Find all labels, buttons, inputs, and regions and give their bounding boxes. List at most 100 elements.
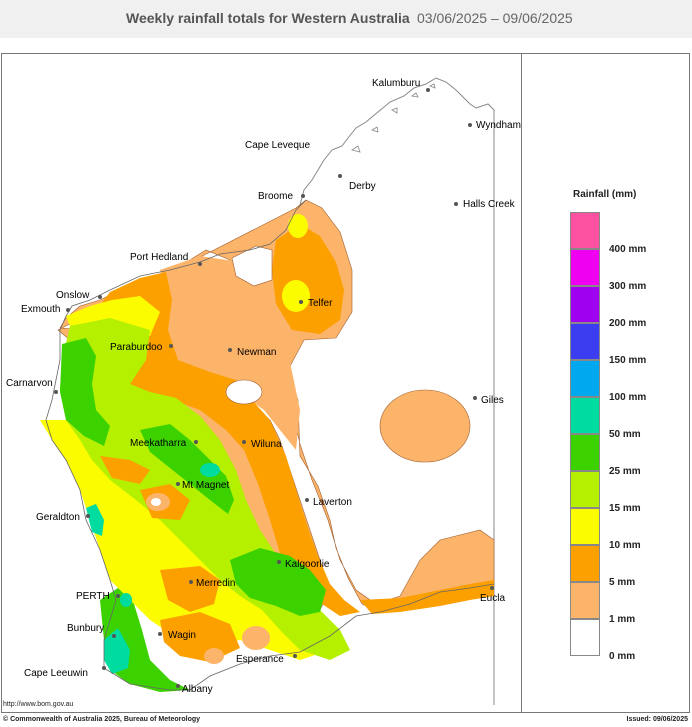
rain-50mm-mtmagnet xyxy=(200,463,220,477)
legend-label-200: 200 mm xyxy=(609,318,647,329)
rain-25mm-north xyxy=(60,338,110,446)
city-dot-newman xyxy=(228,348,232,352)
city-label-wyndham: Wyndham xyxy=(476,120,521,131)
legend-label-25: 25 mm xyxy=(609,466,641,477)
legend-swatch-100 xyxy=(570,360,600,397)
city-label-exmouth: Exmouth xyxy=(21,304,60,315)
rain-25mm-south xyxy=(230,548,326,616)
city-label-eucla: Eucla xyxy=(480,593,505,604)
date-range: 03/06/2025 – 09/06/2025 xyxy=(417,10,573,26)
city-label-cape-leveque: Cape Leveque xyxy=(245,140,310,151)
city-label-kalumburu: Kalumburu xyxy=(372,78,420,89)
legend-label-5: 5 mm xyxy=(609,577,636,588)
rain-10mm-broome xyxy=(288,214,308,238)
legend-swatch-0 xyxy=(570,619,600,656)
city-label-onslow: Onslow xyxy=(56,290,90,301)
city-label-telfer: Telfer xyxy=(308,298,333,309)
city-label-mt-magnet: Mt Magnet xyxy=(182,480,229,491)
footer-issued-date: Issued: 09/06/2025 xyxy=(626,716,689,723)
legend-label-1: 1 mm xyxy=(609,614,636,625)
rain-1mm-giles xyxy=(379,389,471,463)
city-labels: Kalumburu Wyndham Cape Leveque Derby Bro… xyxy=(6,78,521,695)
legend-swatch-10 xyxy=(570,508,600,545)
city-dot-paraburdoo xyxy=(169,344,173,348)
city-label-derby: Derby xyxy=(349,181,376,192)
rain-0mm-pilbara-hole xyxy=(225,379,263,405)
legend-label-300: 300 mm xyxy=(609,281,647,292)
city-dot-esperance xyxy=(293,654,297,658)
legend-label-50: 50 mm xyxy=(609,429,641,440)
city-label-port-hedland: Port Hedland xyxy=(130,252,188,263)
city-markers xyxy=(54,88,494,688)
footer-url[interactable]: http://www.bom.gov.au xyxy=(3,701,74,708)
city-label-giles: Giles xyxy=(481,395,504,406)
legend-divider xyxy=(521,53,522,713)
rain-25mm-central xyxy=(140,424,234,514)
city-dot-perth xyxy=(116,594,120,598)
rain-1mm-patch-f xyxy=(242,626,270,650)
city-dot-albany xyxy=(176,684,180,688)
city-dot-cape-leeuwin xyxy=(102,666,106,670)
rain-0mm-patch-c xyxy=(151,498,161,506)
city-label-perth: PERTH xyxy=(76,591,110,602)
legend-label-400: 400 mm xyxy=(609,244,647,255)
city-label-halls-creek: Halls Creek xyxy=(463,199,516,210)
city-dot-giles xyxy=(473,396,477,400)
city-dot-wiluna xyxy=(242,440,246,444)
legend-swatch-50 xyxy=(570,397,600,434)
city-label-carnarvon: Carnarvon xyxy=(6,378,53,389)
legend-swatch-1 xyxy=(570,582,600,619)
map-frame xyxy=(1,53,690,713)
rain-5mm-patch-d xyxy=(160,566,220,612)
legend-label-15: 15 mm xyxy=(609,503,641,514)
city-dot-telfer xyxy=(299,300,303,304)
city-dot-wyndham xyxy=(468,123,472,127)
header-bar: Weekly rainfall totals for Western Austr… xyxy=(0,0,692,38)
legend-label-10: 10 mm xyxy=(609,540,641,551)
city-label-newman: Newman xyxy=(237,347,276,358)
legend-swatch-300 xyxy=(570,249,600,286)
kimberley-islands xyxy=(351,83,436,153)
city-dot-derby xyxy=(338,174,342,178)
city-label-albany: Albany xyxy=(182,684,213,695)
city-label-cape-leeuwin: Cape Leeuwin xyxy=(24,668,88,679)
legend-title: Rainfall (mm) xyxy=(573,189,637,200)
legend-label-100: 100 mm xyxy=(609,392,647,403)
rain-10mm-telfer xyxy=(282,280,310,312)
city-dot-broome xyxy=(301,194,305,198)
city-dot-carnarvon xyxy=(54,390,58,394)
city-label-wagin: Wagin xyxy=(168,630,196,641)
legend-swatch-150 xyxy=(570,323,600,360)
city-label-merredin: Merredin xyxy=(196,578,235,589)
west-coastline xyxy=(45,199,495,691)
map-title: Weekly rainfall totals for Western Austr… xyxy=(126,10,410,26)
city-dot-port-hedland xyxy=(198,262,202,266)
city-dot-bunbury xyxy=(112,634,116,638)
city-label-broome: Broome xyxy=(258,191,293,202)
footer-copyright: © Commonwealth of Australia 2025, Bureau… xyxy=(3,716,201,723)
legend-swatch-25 xyxy=(570,434,600,471)
city-dot-merredin xyxy=(189,580,193,584)
city-dot-wagin xyxy=(158,632,162,636)
rain-1mm-pilbara xyxy=(136,256,300,450)
city-label-wiluna: Wiluna xyxy=(251,439,282,450)
legend-label-150: 150 mm xyxy=(609,355,647,366)
city-label-esperance: Esperance xyxy=(236,654,284,665)
rain-5mm-patch-e xyxy=(160,612,240,662)
city-label-paraburdoo: Paraburdoo xyxy=(110,342,163,353)
city-label-laverton: Laverton xyxy=(313,497,352,508)
kimberley-coastline xyxy=(299,77,495,705)
city-dot-geraldton xyxy=(86,514,90,518)
city-dot-onslow xyxy=(98,295,102,299)
city-dot-kalumburu xyxy=(426,88,430,92)
city-dot-meekatharra xyxy=(194,440,198,444)
legend-swatch-200 xyxy=(570,286,600,323)
rain-50mm-leeuwin xyxy=(104,628,130,674)
city-dot-mt-magnet xyxy=(176,482,180,486)
city-label-kalgoorlie: Kalgoorlie xyxy=(285,559,330,570)
rain-50mm-perth xyxy=(120,593,132,607)
city-label-bunbury: Bunbury xyxy=(67,623,104,634)
city-dot-halls-creek xyxy=(454,202,458,206)
city-label-meekatharra: Meekatharra xyxy=(130,438,187,449)
